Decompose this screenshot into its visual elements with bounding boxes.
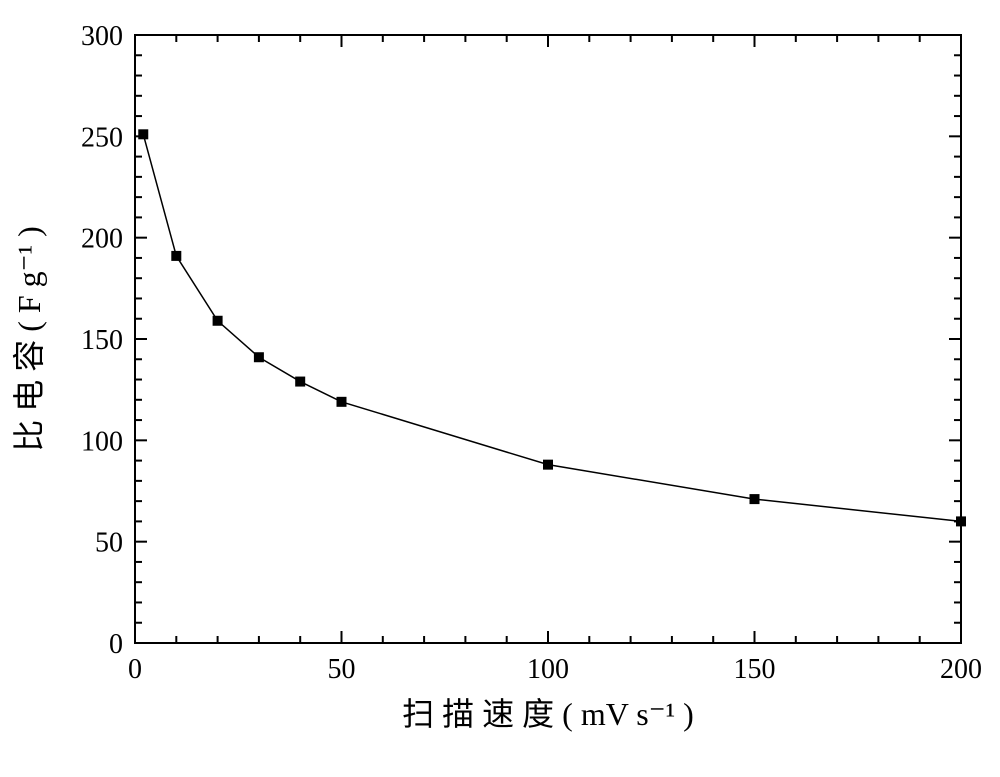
y-axis-label: 比 电 容 ( F g⁻¹ ) bbox=[11, 226, 47, 452]
y-tick-label: 100 bbox=[81, 426, 123, 457]
data-point-marker bbox=[750, 495, 759, 504]
data-point-marker bbox=[139, 130, 148, 139]
y-tick-label: 50 bbox=[95, 528, 123, 559]
data-point-marker bbox=[254, 353, 263, 362]
x-tick-label: 0 bbox=[128, 654, 142, 685]
x-tick-label: 150 bbox=[734, 654, 776, 685]
y-tick-label: 200 bbox=[81, 224, 123, 255]
data-point-marker bbox=[337, 397, 346, 406]
y-tick-label: 250 bbox=[81, 122, 123, 153]
data-point-marker bbox=[172, 251, 181, 260]
x-axis-label: 扫 描 速 度 ( mV s⁻¹ ) bbox=[402, 696, 694, 732]
x-tick-label: 100 bbox=[527, 654, 569, 685]
chart-container: 0 50 100 150 200 0 50 100 150 200 250 300 扫 描 速 度 ( … bbox=[0, 0, 1000, 777]
data-point-marker bbox=[957, 517, 966, 526]
data-point-marker bbox=[213, 316, 222, 325]
plot-frame bbox=[135, 35, 961, 643]
x-tick-label: 50 bbox=[328, 654, 356, 685]
x-tick-label: 200 bbox=[940, 654, 982, 685]
data-point-marker bbox=[296, 377, 305, 386]
y-tick-label: 150 bbox=[81, 325, 123, 356]
data-point-marker bbox=[544, 460, 553, 469]
y-tick-label: 300 bbox=[81, 21, 123, 52]
y-tick-label: 0 bbox=[109, 629, 123, 660]
capacitance-vs-scanrate-chart: 0 50 100 150 200 0 50 100 150 200 250 300 扫 描 速 度 ( … bbox=[0, 0, 1000, 777]
